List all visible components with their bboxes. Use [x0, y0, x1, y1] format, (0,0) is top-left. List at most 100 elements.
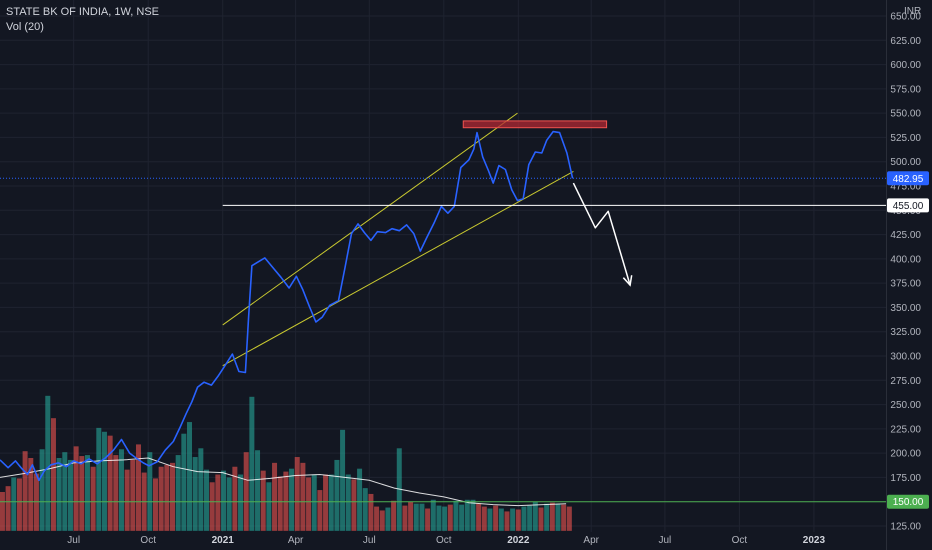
volume-bar: [266, 482, 272, 531]
volume-bar: [135, 444, 141, 531]
indicator-label[interactable]: Vol (20): [6, 21, 44, 33]
volume-bar: [515, 509, 521, 531]
volume-bar: [527, 505, 533, 531]
volume-bar: [130, 459, 136, 531]
volume-bar: [453, 500, 459, 531]
volume-bar: [272, 462, 278, 531]
volume-bar: [277, 476, 283, 531]
volume-bar: [260, 470, 266, 531]
volume-bar: [16, 478, 22, 531]
volume-bar: [498, 508, 504, 531]
price-polyline: [0, 130, 574, 482]
volume-bar: [481, 506, 487, 531]
volume-bar: [561, 504, 567, 531]
y-tick-label: 500.00: [890, 157, 921, 168]
price-series: [0, 130, 574, 482]
volume-bar: [408, 501, 414, 531]
y-tick-label: 325.00: [890, 327, 921, 338]
volume-bar: [152, 478, 158, 531]
volume-bar: [124, 469, 130, 531]
price-tag-label: 455.00: [893, 201, 924, 212]
volume-bar: [538, 507, 544, 531]
volume-bar: [549, 502, 555, 531]
volume-bar: [243, 452, 249, 531]
volume-bar: [198, 448, 204, 531]
y-tick-label: 400.00: [890, 254, 921, 265]
volume-bar: [510, 508, 516, 531]
volume-bar: [487, 508, 493, 531]
x-tick-label: Apr: [583, 535, 599, 546]
volume-bar: [0, 492, 5, 531]
x-tick-label: Jul: [67, 535, 80, 546]
volume-bar: [289, 468, 295, 531]
volume-bar: [306, 477, 312, 531]
currency-label: INR: [904, 6, 921, 17]
x-tick-label: Jul: [363, 535, 376, 546]
price-tag-label: 150.00: [893, 497, 924, 508]
volume-bar: [39, 449, 45, 531]
volume-bar: [45, 395, 51, 531]
volume-bar: [28, 458, 34, 531]
price-tag-label: 482.95: [893, 174, 924, 185]
price-tags: 482.95 455.00 150.00: [887, 171, 929, 509]
volume-bar: [226, 477, 232, 531]
x-tick-label: 2021: [212, 535, 235, 546]
volume-bar: [300, 462, 306, 531]
volume-bar: [374, 506, 380, 531]
y-tick-label: 650.00: [890, 12, 921, 23]
y-tick-label: 125.00: [890, 522, 921, 533]
volume-bar: [238, 474, 244, 531]
y-tick-label: 625.00: [890, 36, 921, 47]
volume-bar: [11, 477, 17, 531]
volume-bar: [147, 452, 153, 531]
volume-bar: [351, 479, 357, 531]
volume-bar: [447, 504, 453, 531]
y-tick-label: 600.00: [890, 60, 921, 71]
volume-bar: [566, 506, 572, 531]
volume-bar: [357, 468, 363, 531]
volume-ma-polyline: [0, 457, 567, 507]
symbol-title[interactable]: STATE BK OF INDIA, 1W, NSE: [6, 6, 160, 18]
x-tick-label: Apr: [288, 535, 304, 546]
y-tick-label: 225.00: [890, 424, 921, 435]
volume-bar: [340, 429, 346, 531]
y-tick-label: 175.00: [890, 473, 921, 484]
volume-bar: [101, 431, 107, 531]
volume-bar: [175, 455, 181, 531]
chart-drawings[interactable]: [222, 112, 633, 367]
volume-bar: [22, 451, 28, 531]
volume-bar: [493, 505, 499, 531]
volume-bar: [464, 499, 470, 531]
y-tick-label: 250.00: [890, 400, 921, 411]
y-tick-label: 425.00: [890, 230, 921, 241]
x-tick-label: 2023: [803, 535, 826, 546]
volume-bar: [391, 500, 397, 531]
y-tick-label: 200.00: [890, 449, 921, 460]
volume-bar: [50, 418, 56, 531]
volume-bar: [379, 510, 385, 531]
volume-bar: [181, 433, 187, 531]
x-tick-label: Oct: [436, 535, 452, 546]
volume-bar: [215, 474, 221, 531]
channel-upper-line: [222, 112, 518, 326]
volume-bar: [334, 459, 340, 531]
price-axis[interactable]: 125.00 150.00 175.00 200.00 225.00 250.00 275.…: [890, 12, 921, 533]
y-tick-label: 575.00: [890, 84, 921, 95]
horizontal-lines: [0, 177, 886, 503]
volume-bar: [345, 474, 351, 531]
volume-bar: [317, 490, 323, 531]
volume-bar: [5, 486, 11, 531]
volume-bar: [430, 499, 436, 531]
volume-bar: [470, 499, 476, 531]
volume-bar: [56, 458, 62, 531]
time-axis[interactable]: Jul Oct 2021 Apr Jul Oct 2022 Apr Jul Oct 2023: [67, 535, 825, 546]
volume-bar: [204, 469, 210, 531]
y-tick-label: 300.00: [890, 352, 921, 363]
y-tick-label: 350.00: [890, 303, 921, 314]
volume-bar: [311, 474, 317, 531]
volume-bar: [221, 470, 227, 531]
price-tag: [887, 494, 929, 509]
x-tick-label: 2022: [507, 535, 530, 546]
volume-bar: [328, 474, 334, 531]
